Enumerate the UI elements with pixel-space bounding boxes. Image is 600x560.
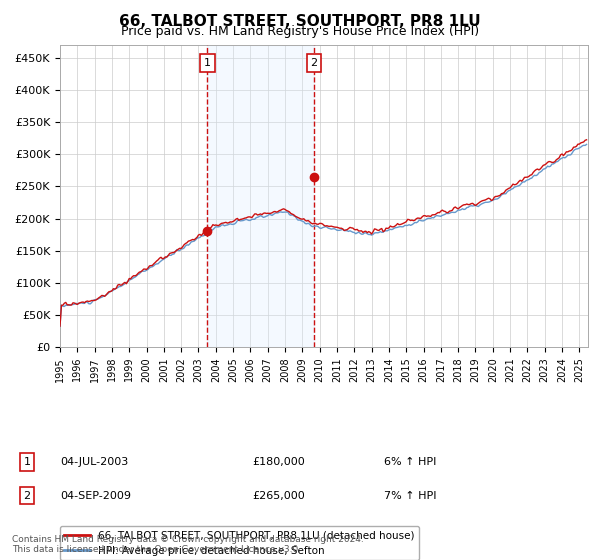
Text: £265,000: £265,000 bbox=[252, 491, 305, 501]
Text: 1: 1 bbox=[23, 457, 31, 467]
Text: 04-JUL-2003: 04-JUL-2003 bbox=[60, 457, 128, 467]
Text: 2: 2 bbox=[310, 58, 317, 68]
Text: 66, TALBOT STREET, SOUTHPORT, PR8 1LU: 66, TALBOT STREET, SOUTHPORT, PR8 1LU bbox=[119, 14, 481, 29]
Text: 1: 1 bbox=[203, 58, 211, 68]
Text: 7% ↑ HPI: 7% ↑ HPI bbox=[384, 491, 437, 501]
Text: 6% ↑ HPI: 6% ↑ HPI bbox=[384, 457, 436, 467]
Text: 2: 2 bbox=[23, 491, 31, 501]
Legend: 66, TALBOT STREET, SOUTHPORT, PR8 1LU (detached house), HPI: Average price, deta: 66, TALBOT STREET, SOUTHPORT, PR8 1LU (d… bbox=[60, 526, 419, 559]
Text: Contains HM Land Registry data © Crown copyright and database right 2024.
This d: Contains HM Land Registry data © Crown c… bbox=[12, 535, 364, 554]
Text: Price paid vs. HM Land Registry's House Price Index (HPI): Price paid vs. HM Land Registry's House … bbox=[121, 25, 479, 38]
Bar bbox=[207, 45, 314, 347]
Text: 04-SEP-2009: 04-SEP-2009 bbox=[60, 491, 131, 501]
Text: £180,000: £180,000 bbox=[252, 457, 305, 467]
